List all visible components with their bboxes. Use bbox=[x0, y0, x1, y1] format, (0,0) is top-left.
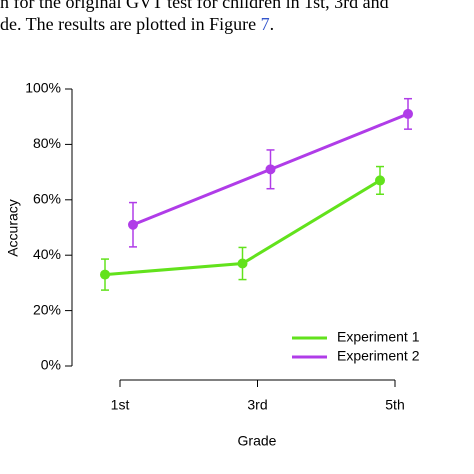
x-axis-label: Grade bbox=[238, 433, 277, 449]
x-tick-label: 5th bbox=[385, 397, 404, 413]
body-text: de. The results are plotted in Figure bbox=[0, 14, 256, 34]
point bbox=[128, 219, 138, 230]
y-tick-label: 40% bbox=[33, 246, 61, 262]
legend-label: Experiment 1 bbox=[337, 329, 420, 345]
point bbox=[237, 258, 248, 269]
y-tick-label: 0% bbox=[41, 357, 61, 373]
point bbox=[265, 164, 276, 175]
figure-link[interactable]: 7 bbox=[261, 14, 270, 34]
y-tick-label: 100% bbox=[25, 80, 61, 96]
point bbox=[375, 175, 385, 186]
y-tick-label: 20% bbox=[33, 301, 61, 317]
y-tick-label: 80% bbox=[33, 135, 61, 151]
body-text: n for the original GVT test for children… bbox=[0, 0, 389, 12]
x-tick-label: 1st bbox=[111, 397, 130, 413]
body-text: . bbox=[270, 14, 275, 34]
point bbox=[100, 269, 110, 280]
point bbox=[403, 108, 413, 119]
y-tick-label: 60% bbox=[33, 191, 61, 207]
legend-label: Experiment 2 bbox=[337, 348, 420, 364]
body-text: de. The results are plotted in Figure 7. bbox=[0, 14, 274, 34]
x-tick-label: 3rd bbox=[247, 397, 267, 413]
y-axis-label: Accuracy bbox=[5, 199, 21, 257]
